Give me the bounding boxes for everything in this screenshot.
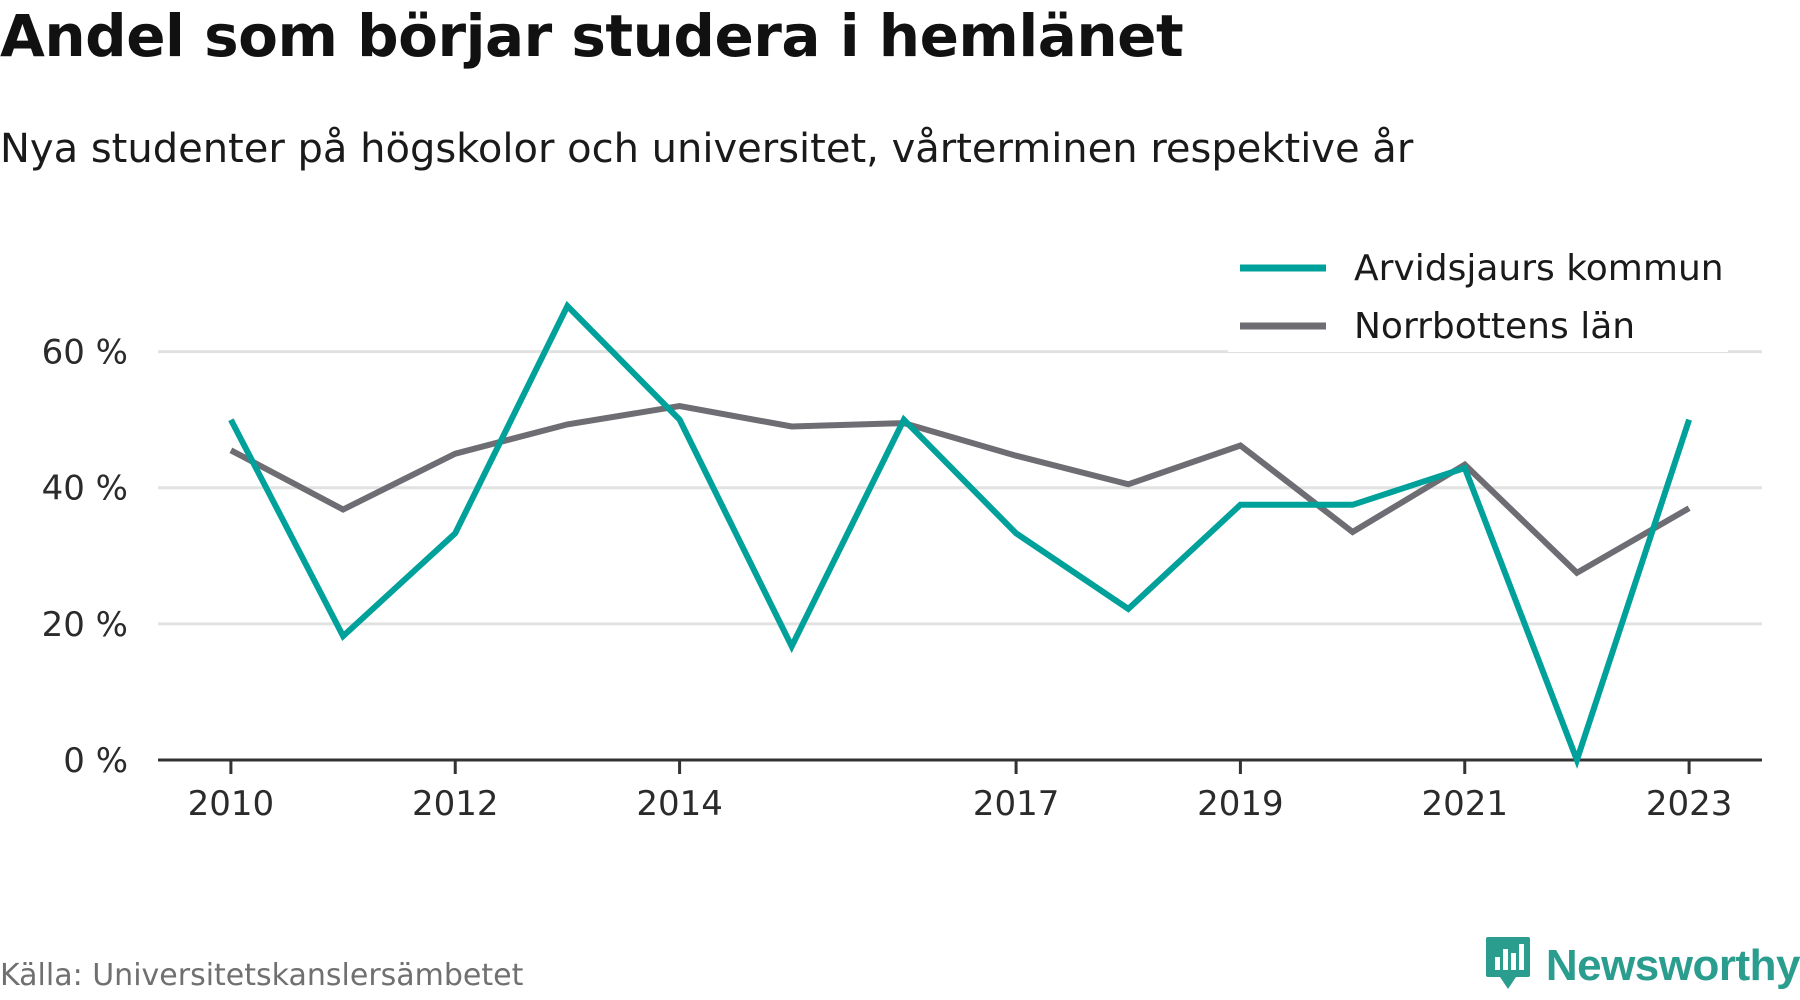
x-tick-label: 2017: [973, 784, 1060, 824]
source-note: Källa: Universitetskanslersämbetet: [0, 958, 524, 993]
x-tick-label: 2023: [1646, 784, 1733, 824]
legend: Arvidsjaurs kommun Norrbottens län: [1228, 242, 1728, 352]
legend-label: Arvidsjaurs kommun: [1354, 248, 1724, 289]
brand-logo: Newsworthy: [1484, 935, 1800, 997]
chart-subtitle: Nya studenter på högskolor och universit…: [0, 126, 1414, 172]
chart-title: Andel som börjar studera i hemlänet: [0, 2, 1184, 70]
legend-label: Norrbottens län: [1354, 306, 1635, 347]
x-tick-label: 2019: [1197, 784, 1284, 824]
x-tick-label: 2012: [412, 784, 499, 824]
x-axis: 2010 2012 2014 2017 2019 2021 2023: [158, 758, 1762, 824]
y-tick-label: 40 %: [42, 469, 128, 509]
x-tick-label: 2014: [636, 784, 723, 824]
series-line: [228, 300, 1692, 769]
y-tick-label: 60 %: [42, 333, 128, 373]
x-tick-label: 2010: [188, 784, 275, 824]
gridlines: 0 % 20 % 40 % 60 %: [42, 333, 1762, 781]
bar-chart-badge-icon: [1484, 935, 1532, 997]
brand-name: Newsworthy: [1545, 941, 1800, 990]
y-tick-label: 20 %: [42, 605, 128, 645]
y-tick-label: 0 %: [63, 741, 128, 781]
x-tick-label: 2021: [1421, 784, 1508, 824]
series-lines: [228, 300, 1692, 769]
